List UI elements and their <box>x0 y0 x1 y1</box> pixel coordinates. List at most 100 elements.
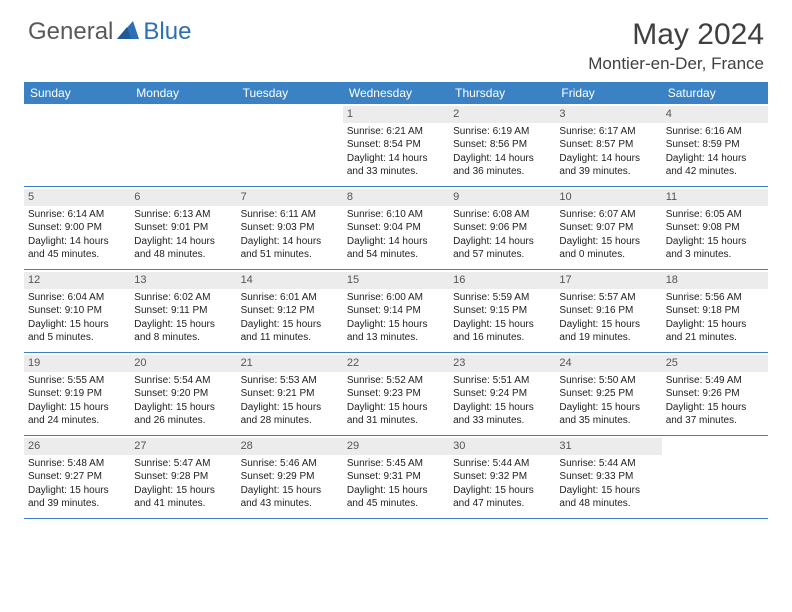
month-title: May 2024 <box>588 18 764 52</box>
day-detail-line: Sunset: 9:10 PM <box>28 304 126 318</box>
day-detail-line: and 21 minutes. <box>666 331 764 345</box>
day-detail-line: and 37 minutes. <box>666 414 764 428</box>
day-cell: 2Sunrise: 6:19 AMSunset: 8:56 PMDaylight… <box>449 104 555 186</box>
day-detail-line: and 8 minutes. <box>134 331 232 345</box>
day-detail-line: Daylight: 15 hours <box>241 401 339 415</box>
day-detail-line: Daylight: 15 hours <box>666 235 764 249</box>
day-detail-line: and 13 minutes. <box>347 331 445 345</box>
day-detail-line: Daylight: 15 hours <box>453 484 551 498</box>
day-detail-line: and 26 minutes. <box>134 414 232 428</box>
day-detail-line: and 31 minutes. <box>347 414 445 428</box>
day-detail-line: and 39 minutes. <box>28 497 126 511</box>
day-detail-line: Daylight: 14 hours <box>28 235 126 249</box>
day-number: 28 <box>237 438 343 455</box>
day-number: 30 <box>449 438 555 455</box>
day-detail-line: Sunset: 9:23 PM <box>347 387 445 401</box>
day-cell: 16Sunrise: 5:59 AMSunset: 9:15 PMDayligh… <box>449 270 555 352</box>
day-cell: 7Sunrise: 6:11 AMSunset: 9:03 PMDaylight… <box>237 187 343 269</box>
brand-triangle-icon <box>117 21 139 44</box>
day-detail-line: Sunset: 9:07 PM <box>559 221 657 235</box>
day-detail-line: Sunrise: 5:44 AM <box>559 457 657 471</box>
day-detail-line: Sunset: 8:57 PM <box>559 138 657 152</box>
day-detail-line: Sunset: 8:59 PM <box>666 138 764 152</box>
calendar-grid: SundayMondayTuesdayWednesdayThursdayFrid… <box>24 82 768 519</box>
day-detail-line: and 54 minutes. <box>347 248 445 262</box>
day-detail-line: Sunset: 9:12 PM <box>241 304 339 318</box>
day-detail-line: and 36 minutes. <box>453 165 551 179</box>
brand-logo: General Blue <box>28 18 191 46</box>
day-detail-line: Sunset: 8:54 PM <box>347 138 445 152</box>
day-number: 3 <box>555 106 661 123</box>
day-number: 25 <box>662 355 768 372</box>
day-detail-line: Daylight: 15 hours <box>134 401 232 415</box>
day-detail-line: Daylight: 14 hours <box>134 235 232 249</box>
day-detail-line: Daylight: 15 hours <box>666 401 764 415</box>
day-detail-line: Sunset: 9:14 PM <box>347 304 445 318</box>
day-detail-line: Sunrise: 6:07 AM <box>559 208 657 222</box>
page-header: General Blue May 2024 Montier-en-Der, Fr… <box>0 0 792 82</box>
day-number: 9 <box>449 189 555 206</box>
day-detail-line: Daylight: 14 hours <box>453 235 551 249</box>
day-detail-line: Daylight: 14 hours <box>241 235 339 249</box>
day-cell: 23Sunrise: 5:51 AMSunset: 9:24 PMDayligh… <box>449 353 555 435</box>
day-detail-line: Sunset: 9:27 PM <box>28 470 126 484</box>
day-detail-line: Daylight: 15 hours <box>453 401 551 415</box>
day-number: 17 <box>555 272 661 289</box>
day-cell: 9Sunrise: 6:08 AMSunset: 9:06 PMDaylight… <box>449 187 555 269</box>
day-cell: 13Sunrise: 6:02 AMSunset: 9:11 PMDayligh… <box>130 270 236 352</box>
title-block: May 2024 Montier-en-Der, France <box>588 18 764 74</box>
day-cell: 17Sunrise: 5:57 AMSunset: 9:16 PMDayligh… <box>555 270 661 352</box>
day-number: 16 <box>449 272 555 289</box>
day-detail-line: Sunset: 9:33 PM <box>559 470 657 484</box>
day-detail-line: Daylight: 15 hours <box>134 484 232 498</box>
day-cell: 14Sunrise: 6:01 AMSunset: 9:12 PMDayligh… <box>237 270 343 352</box>
day-cell: 11 Sunrise: 6:05 AMSunset: 9:08 PMDayligh… <box>662 187 768 269</box>
day-header: Saturday <box>662 82 768 104</box>
week-row: 12Sunrise: 6:04 AMSunset: 9:10 PMDayligh… <box>24 270 768 353</box>
day-detail-line: Sunrise: 6:05 AM <box>666 208 764 222</box>
day-cell: 3Sunrise: 6:17 AMSunset: 8:57 PMDaylight… <box>555 104 661 186</box>
day-detail-line: Sunset: 9:19 PM <box>28 387 126 401</box>
day-cell: 24 Sunrise: 5:50 AMSunset: 9:25 PMDayligh… <box>555 353 661 435</box>
day-detail-line: and 3 minutes. <box>666 248 764 262</box>
day-detail-line: and 43 minutes. <box>241 497 339 511</box>
day-detail-line: Sunset: 9:20 PM <box>134 387 232 401</box>
day-cell: 18Sunrise: 5:56 AMSunset: 9:18 PMDayligh… <box>662 270 768 352</box>
day-detail-line: Sunset: 9:06 PM <box>453 221 551 235</box>
day-cell <box>130 104 236 186</box>
day-detail-line: Daylight: 15 hours <box>347 484 445 498</box>
day-detail-line: Sunset: 9:15 PM <box>453 304 551 318</box>
day-detail-line: Sunset: 9:08 PM <box>666 221 764 235</box>
day-detail-line: and 48 minutes. <box>134 248 232 262</box>
day-cell: 19Sunrise: 5:55 AMSunset: 9:19 PMDayligh… <box>24 353 130 435</box>
day-detail-line: Sunrise: 5:48 AM <box>28 457 126 471</box>
day-detail-line: and 47 minutes. <box>453 497 551 511</box>
day-detail-line: Sunrise: 5:51 AM <box>453 374 551 388</box>
day-detail-line: Daylight: 15 hours <box>241 484 339 498</box>
day-number: 5 <box>24 189 130 206</box>
day-cell: 20Sunrise: 5:54 AMSunset: 9:20 PMDayligh… <box>130 353 236 435</box>
day-detail-line: Sunrise: 5:53 AM <box>241 374 339 388</box>
day-detail-line: Sunrise: 5:50 AM <box>559 374 657 388</box>
day-detail-line: Sunrise: 5:46 AM <box>241 457 339 471</box>
day-detail-line: Sunrise: 6:21 AM <box>347 125 445 139</box>
day-cell: 21Sunrise: 5:53 AMSunset: 9:21 PMDayligh… <box>237 353 343 435</box>
day-detail-line: and 42 minutes. <box>666 165 764 179</box>
day-number: 11 <box>662 189 768 206</box>
day-detail-line: Daylight: 15 hours <box>559 401 657 415</box>
day-detail-line: Sunset: 9:16 PM <box>559 304 657 318</box>
day-detail-line: Daylight: 14 hours <box>347 235 445 249</box>
day-detail-line: Sunset: 9:24 PM <box>453 387 551 401</box>
day-number: 24 <box>555 355 661 372</box>
day-cell: 27Sunrise: 5:47 AMSunset: 9:28 PMDayligh… <box>130 436 236 518</box>
day-number: 13 <box>130 272 236 289</box>
day-header: Monday <box>130 82 236 104</box>
day-detail-line: Sunset: 9:25 PM <box>559 387 657 401</box>
day-detail-line: and 41 minutes. <box>134 497 232 511</box>
day-detail-line: Daylight: 15 hours <box>559 484 657 498</box>
day-cell: 4Sunrise: 6:16 AMSunset: 8:59 PMDaylight… <box>662 104 768 186</box>
day-number: 21 <box>237 355 343 372</box>
day-detail-line: and 35 minutes. <box>559 414 657 428</box>
day-detail-line: Daylight: 14 hours <box>453 152 551 166</box>
day-detail-line: Sunrise: 6:01 AM <box>241 291 339 305</box>
